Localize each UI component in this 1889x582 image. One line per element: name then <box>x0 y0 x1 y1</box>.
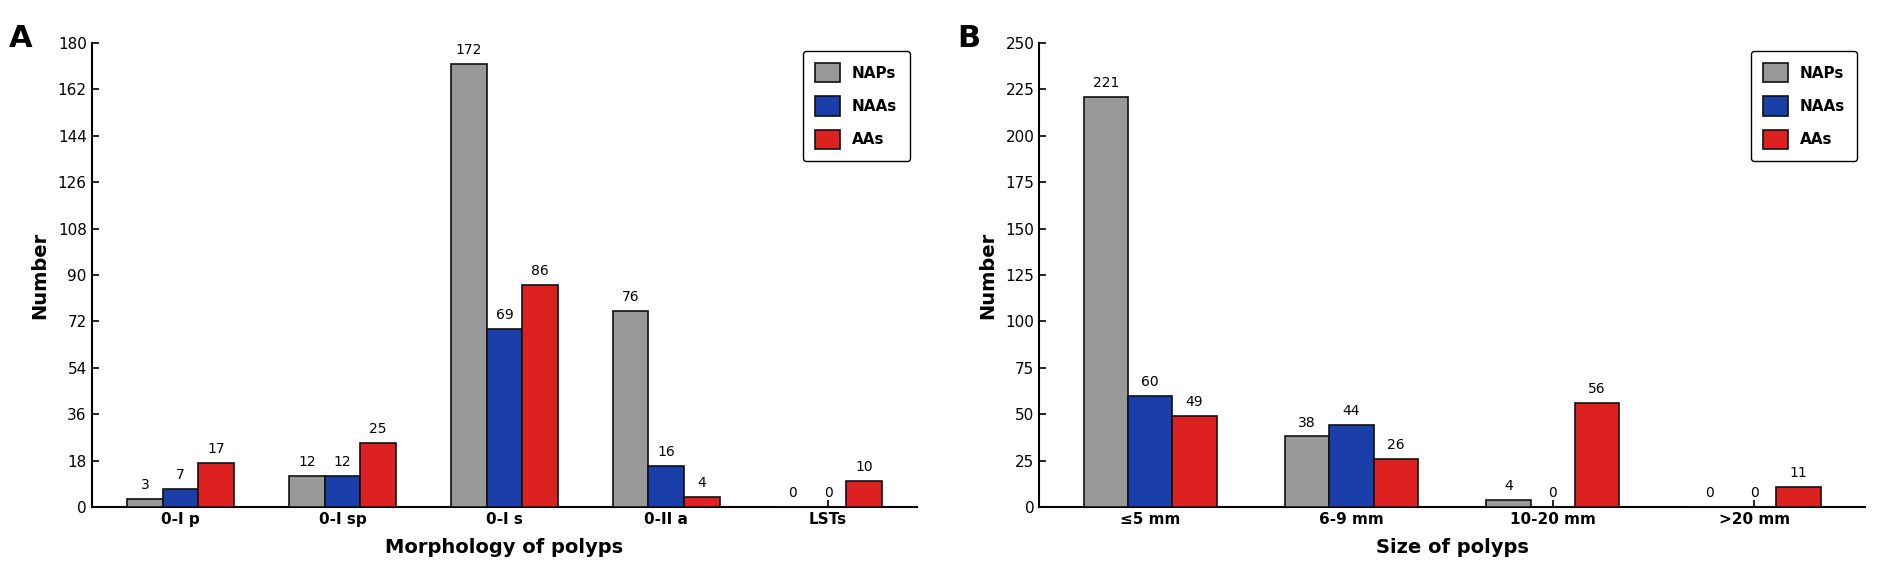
Bar <box>1574 403 1619 507</box>
Bar <box>198 463 234 507</box>
Text: 44: 44 <box>1341 404 1360 418</box>
Text: 16: 16 <box>657 445 674 459</box>
Text: 69: 69 <box>495 308 514 322</box>
Text: 26: 26 <box>1387 438 1404 452</box>
Text: A: A <box>9 24 32 54</box>
Bar <box>612 311 648 507</box>
Text: 17: 17 <box>208 442 225 456</box>
Text: 10: 10 <box>854 460 873 474</box>
Text: 76: 76 <box>621 290 638 304</box>
Text: 172: 172 <box>455 42 482 56</box>
Text: 7: 7 <box>176 468 185 482</box>
Y-axis label: Number: Number <box>30 232 49 318</box>
Bar <box>162 489 198 507</box>
Text: 56: 56 <box>1587 382 1606 396</box>
Bar <box>485 329 521 507</box>
Bar <box>648 466 684 507</box>
Bar <box>1128 396 1171 507</box>
Text: 0: 0 <box>788 486 797 500</box>
Legend: NAPs, NAAs, AAs: NAPs, NAAs, AAs <box>803 51 909 161</box>
Bar <box>684 496 720 507</box>
Text: 4: 4 <box>697 475 706 489</box>
Text: 38: 38 <box>1298 416 1315 430</box>
Text: 221: 221 <box>1092 76 1118 90</box>
Text: 49: 49 <box>1184 395 1203 409</box>
Bar <box>1485 499 1530 507</box>
Text: 86: 86 <box>531 264 548 278</box>
Text: 25: 25 <box>368 421 387 435</box>
Bar <box>361 442 395 507</box>
X-axis label: Morphology of polyps: Morphology of polyps <box>385 538 623 557</box>
Bar <box>451 63 485 507</box>
Text: 0: 0 <box>824 486 833 500</box>
X-axis label: Size of polyps: Size of polyps <box>1375 538 1528 557</box>
Bar <box>1171 416 1217 507</box>
Bar <box>1082 97 1128 507</box>
Y-axis label: Number: Number <box>979 232 997 318</box>
Text: 0: 0 <box>1749 486 1757 500</box>
Text: 0: 0 <box>1547 486 1557 500</box>
Bar <box>521 285 557 507</box>
Bar <box>127 499 162 507</box>
Text: 60: 60 <box>1141 375 1158 389</box>
Text: 12: 12 <box>334 455 351 469</box>
Text: B: B <box>956 24 979 54</box>
Bar <box>325 476 361 507</box>
Legend: NAPs, NAAs, AAs: NAPs, NAAs, AAs <box>1749 51 1857 161</box>
Text: 4: 4 <box>1504 478 1511 492</box>
Text: 12: 12 <box>298 455 315 469</box>
Bar <box>1328 425 1373 507</box>
Bar <box>1776 487 1819 507</box>
Bar <box>1373 459 1417 507</box>
Text: 0: 0 <box>1704 486 1713 500</box>
Bar <box>289 476 325 507</box>
Text: 11: 11 <box>1789 466 1806 480</box>
Bar <box>846 481 880 507</box>
Text: 3: 3 <box>140 478 149 492</box>
Bar <box>1285 436 1328 507</box>
